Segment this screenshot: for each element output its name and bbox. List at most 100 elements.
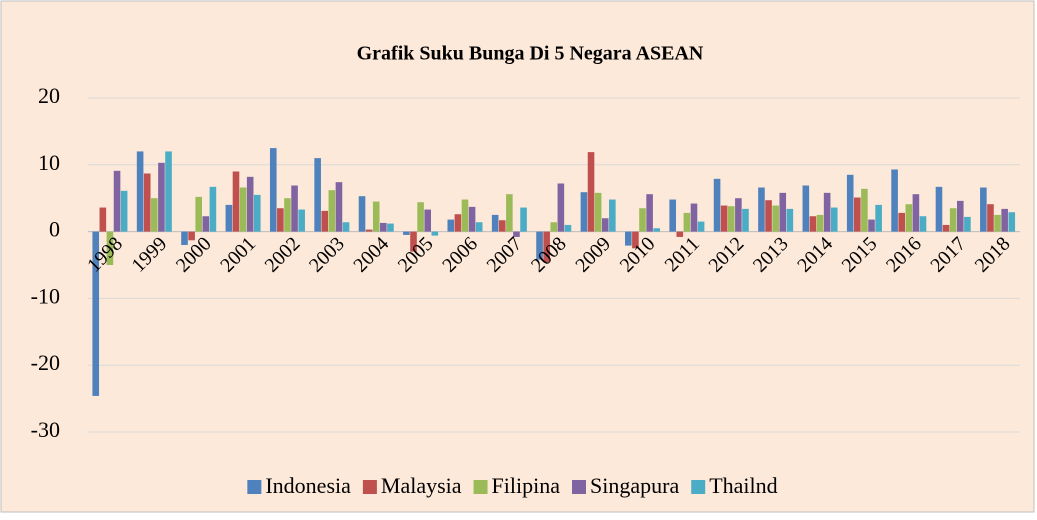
bar [912,194,920,232]
bar [816,214,824,232]
bar [188,231,195,241]
bar [891,169,898,232]
bar [994,214,1001,232]
y-tick-label: 0 [49,217,60,242]
bar [683,212,691,232]
bar [854,197,861,232]
bar [580,192,588,232]
bar [690,203,698,232]
bar [491,214,499,232]
y-tick-label: 10 [38,150,60,175]
bar [143,173,151,232]
bar [321,210,329,232]
bar [697,221,705,232]
y-tick-label: -30 [31,417,60,442]
bar [543,231,550,263]
bar [284,198,291,232]
bar [980,187,987,232]
bar [949,208,957,232]
bar [468,206,476,232]
bar [461,199,469,232]
bar [239,187,247,232]
bar [609,199,616,232]
bar [99,207,107,232]
bar [475,222,483,232]
bar [653,228,661,232]
bar [269,148,277,232]
y-tick-label: 20 [38,83,60,108]
bar [403,231,410,235]
bar [158,162,165,232]
bar [987,204,994,232]
chart-title: Grafik Suku Bunga Di 5 Negara ASEAN [357,43,704,65]
bar [564,224,572,232]
bar [1008,212,1016,232]
bar [550,222,558,232]
legend-swatch [362,480,377,494]
bar [335,182,343,232]
bar [365,229,373,232]
bar [513,231,520,237]
bar [868,219,875,232]
bar [165,151,172,232]
bar [387,223,394,232]
bar [298,209,305,232]
bar [92,231,100,396]
bar [713,178,721,232]
bar [772,205,779,232]
bar [720,205,728,232]
bar [964,216,971,232]
bar [314,158,321,232]
bar [151,198,158,232]
bar [875,204,882,232]
bar [424,209,432,232]
bar [935,186,943,232]
bar [1001,208,1008,232]
legend-swatch [247,480,262,494]
bar [181,231,188,245]
bar [727,206,735,232]
bar [120,190,128,232]
legend-label: Malaysia [381,473,462,498]
bar [506,194,513,232]
bar [919,216,927,232]
bar [291,185,298,232]
bar [956,200,964,232]
bar [742,208,749,232]
bar [372,201,380,232]
bar [498,220,506,232]
y-tick-label: -10 [31,283,60,308]
bar [380,222,387,232]
legend-label: Filipina [492,473,561,498]
bar [328,190,336,232]
y-tick-label: -20 [31,350,60,375]
legend-label: Singapura [590,473,679,498]
legend-swatch [691,480,706,494]
bar [520,207,527,232]
bar [232,171,240,232]
bar [758,187,765,232]
bar [646,194,653,232]
bar [898,212,905,232]
bar [431,231,439,236]
bar [246,176,254,232]
bar [410,231,417,252]
bar [942,224,950,232]
bar [225,204,233,232]
bar [625,231,632,246]
bar [195,196,203,232]
bar [779,192,787,232]
bar [669,199,676,232]
bar [830,207,838,232]
bar [136,151,144,232]
bar [786,208,794,232]
legend-swatch [572,480,586,494]
bar [802,185,810,232]
bar [601,218,609,232]
bar [106,231,114,265]
bar [536,231,543,260]
legend-label: Indonesia [265,473,351,498]
